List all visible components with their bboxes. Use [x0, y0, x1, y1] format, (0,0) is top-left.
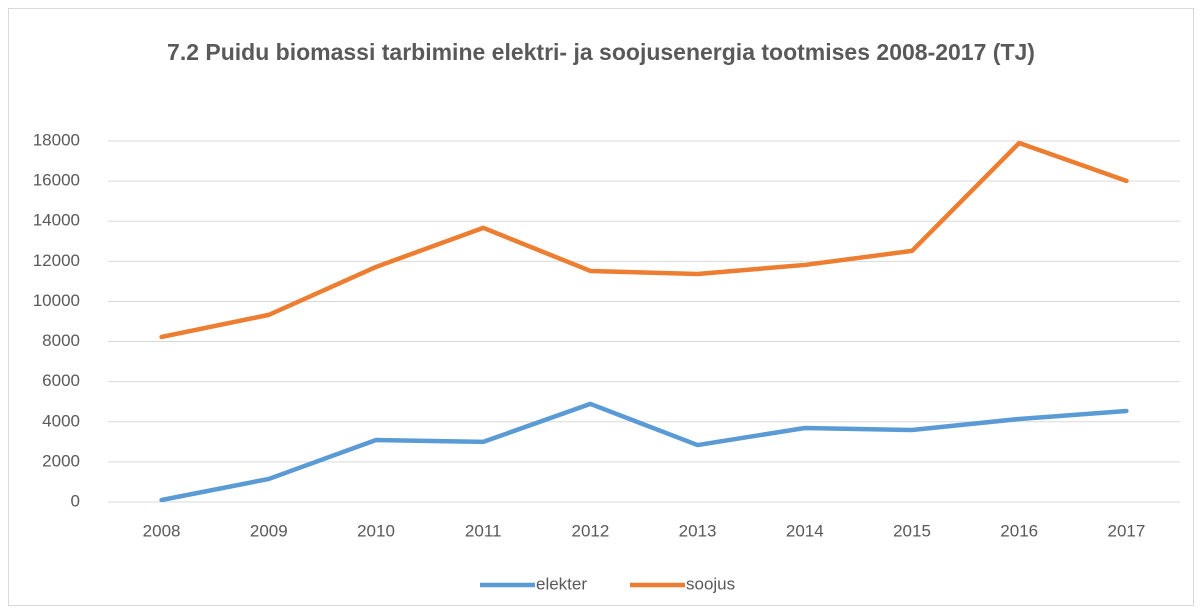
x-tick-label: 2012 — [571, 521, 609, 540]
legend-label: soojus — [686, 574, 735, 593]
x-tick-label: 2011 — [465, 521, 502, 540]
chart-frame — [8, 8, 1194, 606]
y-tick-label: 16000 — [33, 171, 80, 190]
y-tick-label: 18000 — [33, 130, 80, 149]
x-tick-label: 2010 — [357, 521, 395, 540]
y-tick-label: 10000 — [33, 291, 80, 310]
x-tick-label: 2009 — [250, 521, 288, 540]
series-line — [159, 140, 1129, 340]
x-tick-label: 2014 — [786, 521, 824, 540]
y-tick-label: 6000 — [42, 371, 80, 390]
x-tick-label: 2008 — [143, 521, 181, 540]
x-tick-label: 2013 — [679, 521, 717, 540]
legend-label: elekter — [536, 574, 587, 593]
y-tick-label: 12000 — [33, 251, 80, 270]
y-tick-label: 8000 — [42, 331, 80, 350]
x-tick-label: 2017 — [1107, 521, 1145, 540]
y-tick-label: 14000 — [33, 211, 80, 230]
series-line — [159, 401, 1129, 503]
y-tick-label: 4000 — [42, 411, 80, 430]
y-tick-label: 2000 — [42, 451, 80, 470]
x-tick-label: 2016 — [1000, 521, 1038, 540]
x-tick-label: 2015 — [893, 521, 931, 540]
y-tick-label: 0 — [71, 491, 80, 510]
chart-title: 7.2 Puidu biomassi tarbimine elektri- ja… — [167, 39, 1035, 65]
